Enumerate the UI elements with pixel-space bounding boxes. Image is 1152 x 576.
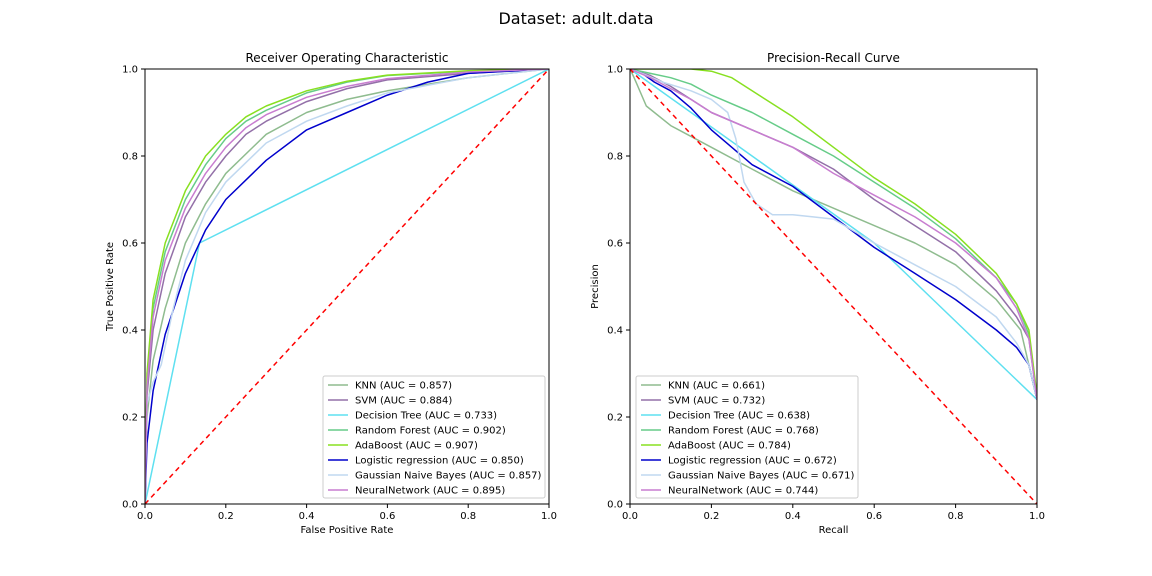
series-line-6 [630,69,1037,400]
y-axis-label: True Positive Rate [105,242,116,332]
legend: KNN (AUC = 0.857) SVM (AUC = 0.884) Decisi… [322,375,546,499]
y-tick-label: 0.6 [607,239,623,250]
plot-lines [630,69,1037,504]
y-tick-label: 0.6 [122,239,138,250]
legend-label-4: AdaBoost (AUC = 0.784) [668,441,791,452]
x-tick-label: 0.6 [379,511,395,522]
y-tick-label: 0.8 [607,152,623,163]
series-line-3 [630,69,1037,400]
x-tick-label: 1.0 [541,511,557,522]
legend: KNN (AUC = 0.661) SVM (AUC = 0.732) Decisi… [635,375,859,499]
y-tick-label: 0.4 [607,326,623,337]
plot-frame [629,68,1038,505]
legend-label-5: Logistic regression (AUC = 0.672) [668,456,837,467]
series-line-1 [630,69,1037,400]
legend-label-2: Decision Tree (AUC = 0.733) [355,411,497,422]
y-tick-label: 0.0 [122,500,138,511]
x-tick-label: 0.8 [460,511,476,522]
x-tick-label: 1.0 [1029,511,1045,522]
series-line-5 [630,69,1037,400]
legend-label-0: KNN (AUC = 0.661) [668,381,765,392]
legend-box [322,375,546,499]
y-tick-label: 1.0 [607,65,623,76]
figure-title: Dataset: adult.data [498,9,653,28]
legend-label-1: SVM (AUC = 0.732) [668,396,765,407]
roc-chart: Receiver Operating Characteristic 0.0 0.2 0… [105,51,557,536]
x-tick-label: 0.4 [299,511,315,522]
legend-label-3: Random Forest (AUC = 0.768) [668,426,819,437]
legend-label-5: Logistic regression (AUC = 0.850) [355,456,524,467]
legend-label-7: NeuralNetwork (AUC = 0.744) [668,486,818,497]
series-line-0 [145,69,549,504]
legend-label-6: Gaussian Naive Bayes (AUC = 0.857) [355,471,542,482]
series-line-4 [630,69,1037,396]
x-tick-label: 0.6 [866,511,882,522]
x-tick-label: 0.2 [218,511,234,522]
series-line-4 [145,69,549,504]
y-tick-label: 0.4 [122,326,138,337]
y-tick-label: 0.0 [607,500,623,511]
axis-title: Receiver Operating Characteristic [245,51,448,65]
series-line-5 [145,69,549,504]
x-tick-label: 0.4 [785,511,801,522]
y-tick-label: 1.0 [122,65,138,76]
y-tick-label: 0.2 [607,413,623,424]
series-line-1 [145,69,549,504]
plot-frame [144,68,550,505]
legend-label-0: KNN (AUC = 0.857) [355,381,452,392]
x-axis-label: False Positive Rate [301,525,394,536]
legend-box [635,375,859,499]
series-line-7 [145,69,549,504]
precision-recall-chart: Precision-Recall Curve 0.0 0.2 0.4 0.6 0.8 1.0… [590,51,1045,536]
y-tick-label: 0.8 [122,152,138,163]
x-tick-label: 0.0 [137,511,153,522]
x-axis-label: Recall [819,525,849,536]
series-line-7 [630,69,1037,400]
legend-label-6: Gaussian Naive Bayes (AUC = 0.671) [668,471,855,482]
x-tick-label: 0.0 [622,511,638,522]
legend-label-4: AdaBoost (AUC = 0.907) [355,441,478,452]
y-tick-label: 0.2 [122,413,138,424]
legend-label-2: Decision Tree (AUC = 0.638) [668,411,810,422]
x-tick-label: 0.8 [948,511,964,522]
plot-lines [145,69,549,504]
legend-label-1: SVM (AUC = 0.884) [355,396,452,407]
legend-label-3: Random Forest (AUC = 0.902) [355,426,506,437]
baseline-line [630,69,1037,504]
axis-title: Precision-Recall Curve [767,51,900,65]
x-tick-label: 0.2 [703,511,719,522]
legend-label-7: NeuralNetwork (AUC = 0.895) [355,486,505,497]
y-axis-label: Precision [590,264,601,309]
series-line-6 [145,69,549,504]
